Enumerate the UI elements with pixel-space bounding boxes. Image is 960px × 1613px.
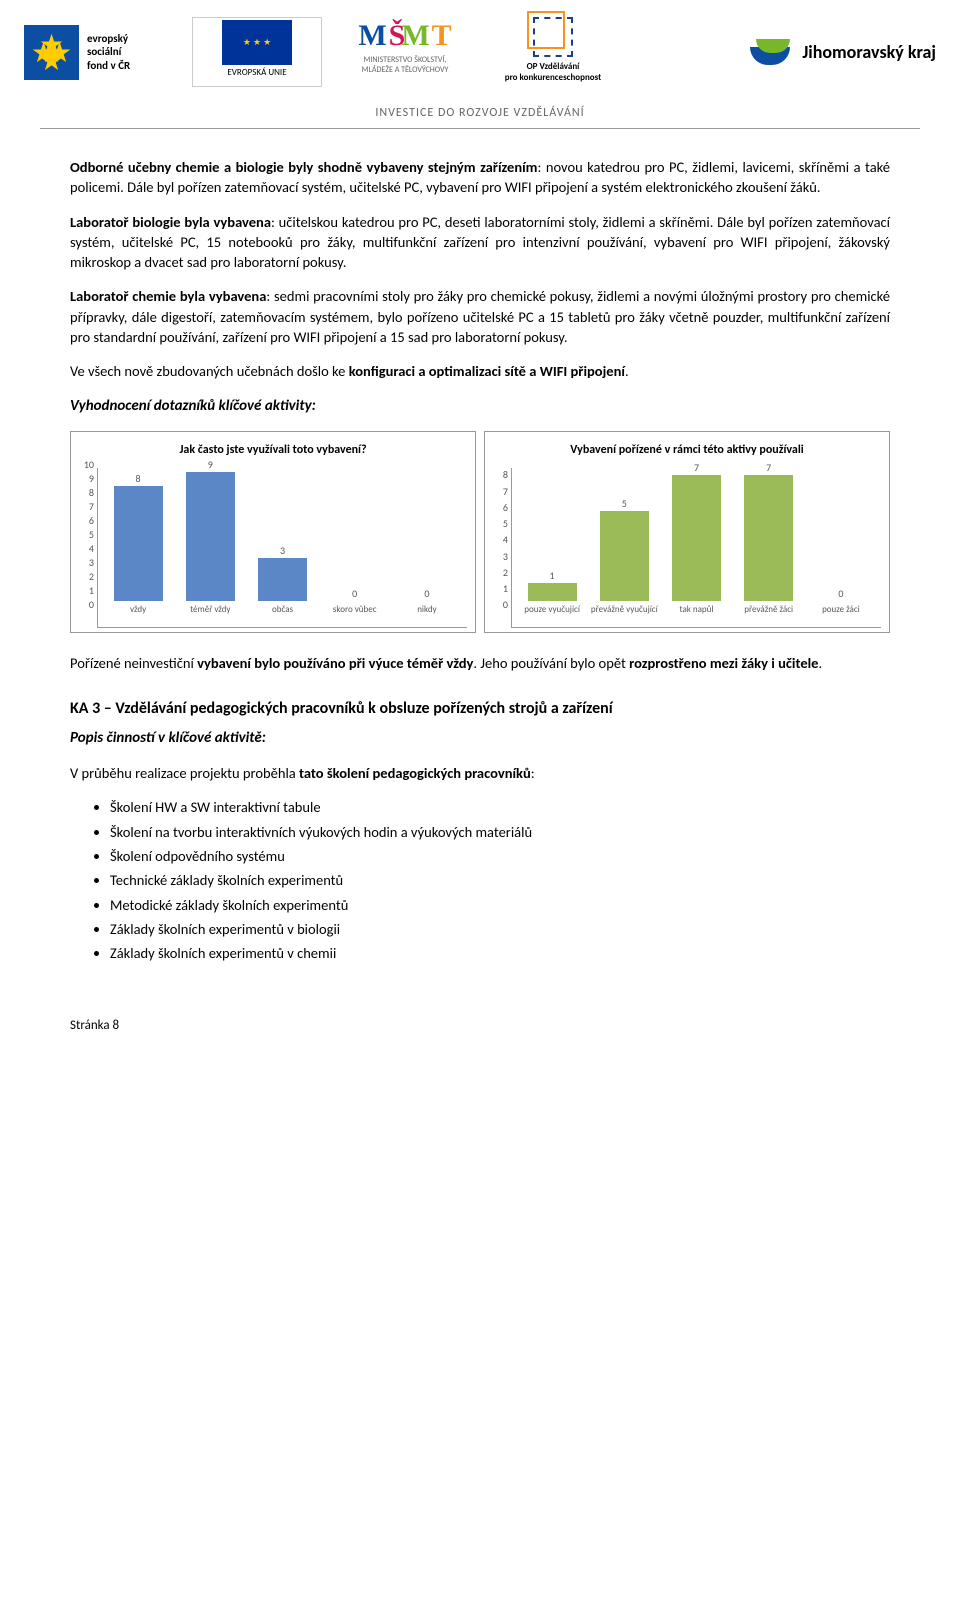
- bar-value-label: 8: [114, 472, 163, 486]
- paragraph-wifi: Ve všech nově zbudovaných učebnách došlo…: [70, 361, 890, 381]
- logo-esf: evropský sociální fond v ČR: [24, 12, 174, 92]
- chart1-yaxis: 012345678910: [79, 468, 97, 628]
- category-label: převážně žáci: [744, 605, 793, 627]
- chart-users: Vybavení pořízené v rámci této aktivy po…: [484, 431, 890, 634]
- bar-value-label: 3: [258, 544, 307, 558]
- category-label: pouze žáci: [822, 605, 860, 627]
- logo-eu: EVROPSKÁ UNIE: [192, 17, 322, 87]
- ka3-bullet-item: Školení HW a SW interaktivní tabule: [110, 797, 890, 817]
- bar: 7: [744, 475, 793, 601]
- category-label: pouze vyučující: [524, 605, 580, 627]
- document-content: Odborné učebny chemie a biologie byly sh…: [0, 129, 960, 998]
- chart2-plot: 1 pouze vyučující 5 převážně vyučující 7 tak …: [511, 468, 881, 628]
- eu-flag-icon: [222, 20, 292, 65]
- bar-value-label: 0: [330, 587, 379, 601]
- ka3-bullet-item: Základy školních experimentů v chemii: [110, 943, 890, 963]
- category-label: skoro vůbec: [333, 605, 377, 627]
- ka3-bullet-item: Základy školních experimentů v biologii: [110, 919, 890, 939]
- bar-group: 3 občas: [246, 468, 318, 627]
- investice-tagline: INVESTICE DO ROZVOJE VZDĚLÁVÁNÍ: [0, 106, 960, 120]
- bar-group: 7 tak napůl: [660, 468, 732, 627]
- category-label: vždy: [130, 605, 146, 627]
- esf-text: evropský sociální fond v ČR: [87, 32, 130, 72]
- bar-group: 9 téměř vždy: [174, 468, 246, 627]
- chart2-yaxis: 012345678: [493, 468, 511, 628]
- jmk-text: Jihomoravský kraj: [802, 41, 936, 63]
- sponsor-logo-banner: evropský sociální fond v ČR EVROPSKÁ UNI…: [0, 0, 960, 92]
- ka3-intro: V průběhu realizace projektu proběhla ta…: [70, 763, 890, 783]
- vyhodnoceni-heading: Vyhodnocení dotazníků klíčové aktivity:: [70, 396, 890, 417]
- op-text: OP Vzdělávání pro konkurenceschopnost: [488, 61, 618, 83]
- bar: 7: [672, 475, 721, 601]
- bar-value-label: 5: [600, 497, 649, 511]
- bar-value-label: 7: [744, 461, 793, 475]
- category-label: nikdy: [417, 605, 436, 627]
- eu-text: EVROPSKÁ UNIE: [227, 67, 286, 78]
- msmt-logo-icon: MŠ MT: [340, 17, 470, 55]
- jmk-swoosh-icon: [750, 35, 794, 69]
- bar-value-label: 0: [816, 587, 865, 601]
- bar-group: 1 pouze vyučující: [516, 468, 588, 627]
- ka3-bullet-list: Školení HW a SW interaktivní tabule Škole…: [110, 797, 890, 963]
- esf-star-icon: [24, 25, 79, 80]
- bar-value-label: 0: [402, 587, 451, 601]
- logo-msmt: MŠ MT MINISTERSTVO ŠKOLSTVÍ, MLÁDEŽE A T…: [340, 17, 470, 87]
- bar-group: 5 převážně vyučující: [588, 468, 660, 627]
- chart1-title: Jak často jste využívali toto vybavení?: [79, 442, 467, 459]
- paragraph-lab-biologie: Laboratoř biologie byla vybavena: učitel…: [70, 212, 890, 273]
- bar-group: 0 skoro vůbec: [319, 468, 391, 627]
- category-label: převážně vyučující: [591, 605, 658, 627]
- bar-group: 8 vždy: [102, 468, 174, 627]
- bar: 9: [186, 472, 235, 602]
- category-label: tak napůl: [680, 605, 714, 627]
- ka3-bullet-item: Školení odpovědního systému: [110, 846, 890, 866]
- bar: 3: [258, 558, 307, 601]
- bar-group: 7 převážně žáci: [733, 468, 805, 627]
- ka3-title: KA 3 – Vzdělávání pedagogických pracovní…: [70, 698, 890, 720]
- ka3-bullet-item: Technické základy školních experimentů: [110, 870, 890, 890]
- ka3-popis: Popis činností v klíčové aktivitě:: [70, 728, 890, 749]
- bar-value-label: 1: [528, 569, 577, 583]
- category-label: občas: [272, 605, 293, 627]
- bar-group: 0 nikdy: [391, 468, 463, 627]
- charts-row: Jak často jste využívali toto vybavení? …: [70, 431, 890, 634]
- bar-value-label: 9: [186, 458, 235, 472]
- bar-value-label: 7: [672, 461, 721, 475]
- msmt-text: MINISTERSTVO ŠKOLSTVÍ, MLÁDEŽE A TĚLOVÝC…: [340, 55, 470, 75]
- bar: 8: [114, 486, 163, 601]
- logo-jmk: Jihomoravský kraj: [636, 35, 936, 69]
- chart1-plot: 8 vždy 9 téměř vždy 3 občas 0 skoro vůbec 0 nikdy: [97, 468, 467, 628]
- ka3-bullet-item: Metodické základy školních experimentů: [110, 895, 890, 915]
- chart-frequency: Jak často jste využívali toto vybavení? …: [70, 431, 476, 634]
- chart2-title: Vybavení pořízené v rámci této aktivy po…: [493, 442, 881, 459]
- bar: 1: [528, 583, 577, 601]
- op-square-icon: [533, 17, 573, 57]
- ka3-bullet-item: Školení na tvorbu interaktivních výukový…: [110, 822, 890, 842]
- bar-group: 0 pouze žáci: [805, 468, 877, 627]
- category-label: téměř vždy: [190, 605, 230, 627]
- bar: 5: [600, 511, 649, 601]
- paragraph-ucebny: Odborné učebny chemie a biologie byly sh…: [70, 157, 890, 198]
- logo-op: OP Vzdělávání pro konkurenceschopnost: [488, 17, 618, 87]
- paragraph-lab-chemie: Laboratoř chemie byla vybavena: sedmi pr…: [70, 286, 890, 347]
- page-footer: Stránka 8: [0, 998, 960, 1053]
- paragraph-summary: Pořízené neinvestiční vybavení bylo použ…: [70, 653, 890, 673]
